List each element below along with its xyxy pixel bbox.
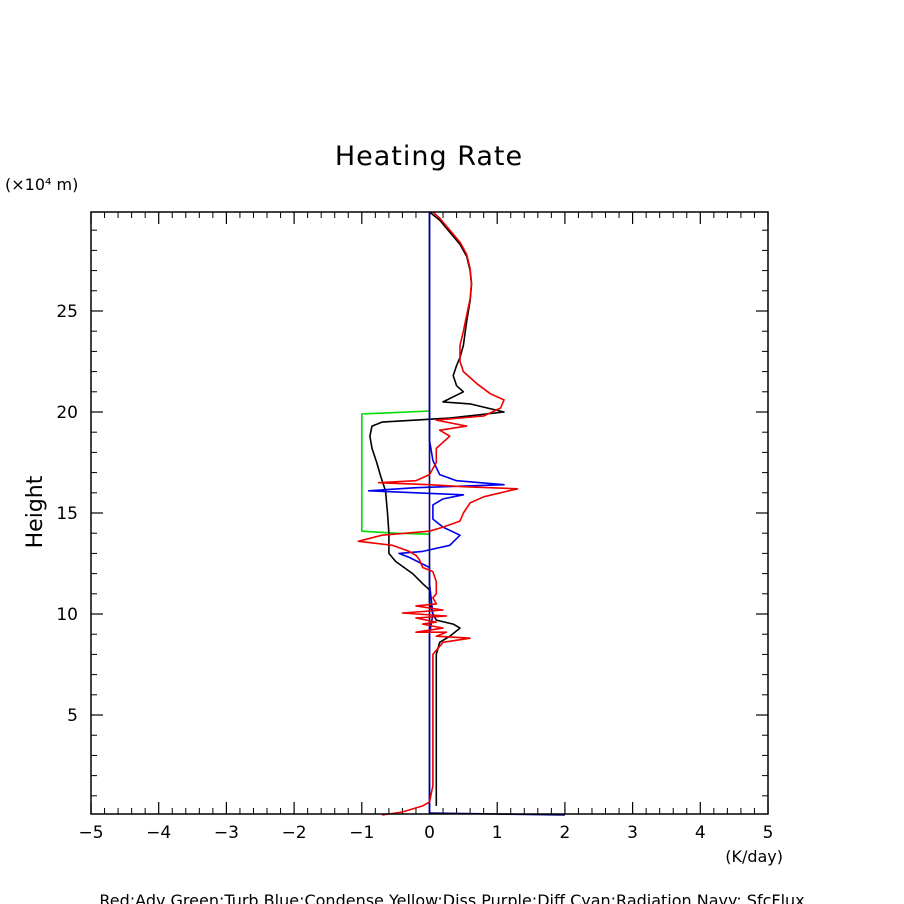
x-tick-label: 5 [763, 823, 774, 843]
axis-tick-labels: −5 −4 −3 −2 −1 0 1 2 3 4 5 5 10 15 20 25 [56, 302, 773, 843]
x-tick-label: −4 [146, 823, 171, 843]
chart-title: Heating Rate [335, 141, 523, 172]
y-tick-label: 5 [67, 706, 78, 726]
x-tick-label: −3 [214, 823, 239, 843]
y-tick-label: 10 [56, 605, 78, 625]
series-line-1 [369, 211, 505, 806]
x-tick-label: −2 [282, 823, 307, 843]
y-unit-label: (×10⁴ m) [5, 175, 78, 194]
data-series [357, 211, 565, 816]
series-line-5 [357, 211, 519, 816]
x-tick-label: 4 [695, 823, 706, 843]
x-tick-label: −1 [349, 823, 374, 843]
legend-text: Red:Adv Green:Turb Blue:Condense Yellow:… [99, 891, 804, 904]
x-tick-label: −5 [78, 823, 103, 843]
plot-frame [90, 211, 769, 815]
x-tick-label: 2 [559, 823, 570, 843]
x-unit-label: (K/day) [725, 847, 783, 866]
x-tick-label: 1 [492, 823, 503, 843]
series-line-0 [360, 410, 430, 535]
x-tick-label: 3 [627, 823, 638, 843]
y-tick-label: 15 [56, 504, 78, 524]
y-tick-label: 20 [56, 403, 78, 423]
axis-ticks [90, 212, 769, 814]
y-axis-label: Height [23, 475, 48, 548]
x-tick-label: 0 [424, 823, 435, 843]
y-tick-label: 25 [56, 302, 78, 322]
